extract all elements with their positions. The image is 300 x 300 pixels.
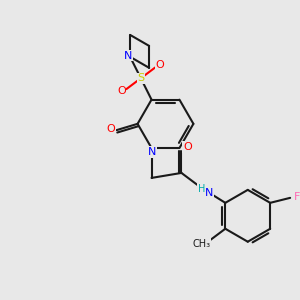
Text: H: H [198,184,205,194]
Text: O: O [117,86,126,96]
Text: O: O [106,124,115,134]
Text: N: N [124,51,132,61]
Text: S: S [137,73,144,83]
Text: F: F [294,192,300,202]
Text: CH₃: CH₃ [192,239,210,249]
Text: N: N [148,147,157,157]
Text: O: O [183,142,192,152]
Text: N: N [205,188,214,198]
Text: O: O [156,61,164,70]
